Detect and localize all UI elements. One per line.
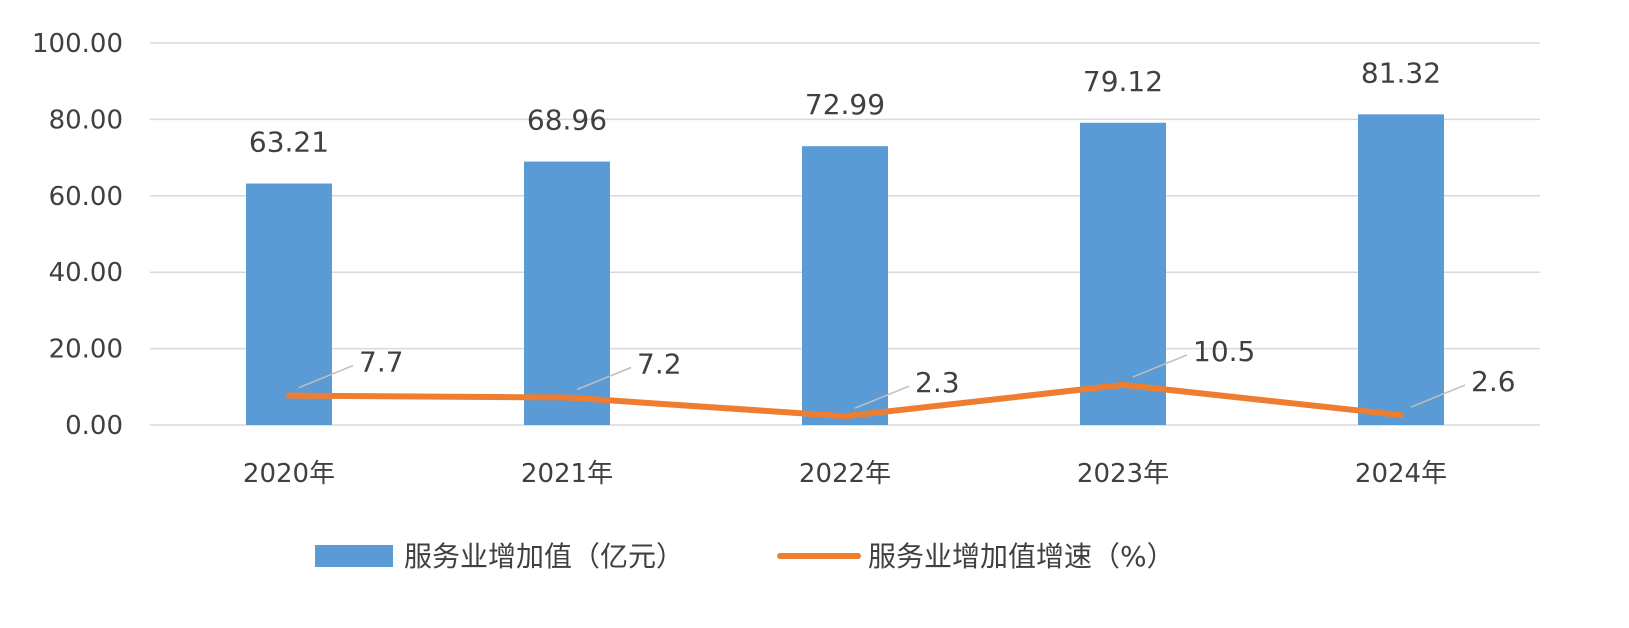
bar-data-label: 81.32 xyxy=(1361,56,1441,89)
x-tick-label: 2022年 xyxy=(799,459,891,489)
x-tick-label: 2020年 xyxy=(243,459,335,489)
y-tick-label: 100.00 xyxy=(32,29,123,59)
line-data-label: 2.6 xyxy=(1471,365,1516,398)
line-point xyxy=(842,413,848,420)
line-point xyxy=(286,392,292,399)
line-data-label: 2.3 xyxy=(915,366,960,399)
y-tick-label: 0.00 xyxy=(65,411,123,441)
y-axis-tick-labels: 0.00 20.00 40.00 60.00 80.00 100.00 xyxy=(32,29,123,441)
x-tick-label: 2021年 xyxy=(521,459,613,489)
line-data-label: 10.5 xyxy=(1193,335,1255,368)
bar xyxy=(524,161,610,425)
line-point xyxy=(1398,412,1404,419)
bar xyxy=(1080,122,1166,425)
bar-data-labels: 63.21 68.96 72.99 79.12 81.32 xyxy=(249,56,1441,158)
bar-data-label: 68.96 xyxy=(527,104,607,137)
x-axis-tick-labels: 2020年 2021年 2022年 2023年 2024年 xyxy=(243,459,1447,489)
x-tick-label: 2024年 xyxy=(1355,459,1447,489)
y-tick-label: 20.00 xyxy=(49,335,123,365)
line-data-labels: 7.7 7.2 2.3 10.5 2.6 xyxy=(298,335,1516,409)
line-point xyxy=(564,394,570,401)
bar-data-label: 79.12 xyxy=(1083,65,1163,98)
bar xyxy=(802,146,888,425)
line-label-leader xyxy=(854,385,910,409)
y-tick-label: 80.00 xyxy=(49,105,123,135)
bar-series xyxy=(246,114,1444,425)
legend: 服务业增加值（亿元） 服务业增加值增速（%） xyxy=(315,540,1175,573)
bar-data-label: 63.21 xyxy=(249,126,329,159)
legend-label-bar: 服务业增加值（亿元） xyxy=(404,540,684,573)
y-tick-label: 40.00 xyxy=(49,258,123,288)
line-label-leader xyxy=(1132,354,1188,378)
line-series xyxy=(286,381,1404,420)
line-data-label: 7.2 xyxy=(637,347,682,380)
line-data-label: 7.7 xyxy=(359,346,404,379)
line-label-leader xyxy=(1410,384,1466,408)
bar xyxy=(246,183,332,425)
y-tick-label: 60.00 xyxy=(49,182,123,212)
line-label-leader xyxy=(576,366,632,391)
legend-swatch-bar xyxy=(315,545,393,567)
legend-label-line: 服务业增加值增速（%） xyxy=(868,540,1175,573)
bar-data-label: 72.99 xyxy=(805,88,885,121)
line-point xyxy=(1120,381,1126,388)
bar xyxy=(1358,114,1444,425)
line-label-leader xyxy=(298,364,354,389)
x-tick-label: 2023年 xyxy=(1077,459,1169,489)
